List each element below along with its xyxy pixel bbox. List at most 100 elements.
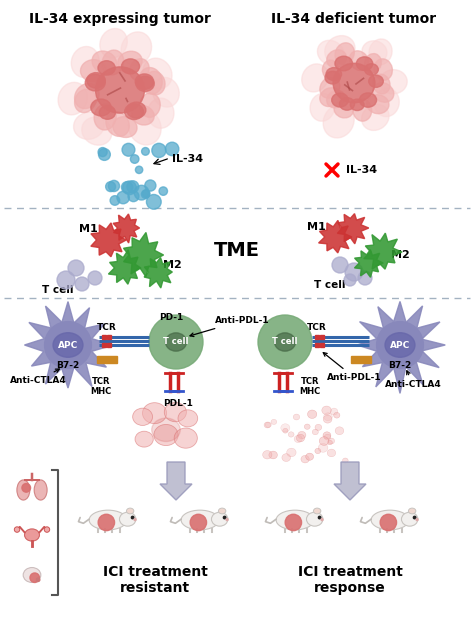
Circle shape: [321, 519, 323, 521]
Ellipse shape: [154, 425, 178, 445]
Ellipse shape: [119, 512, 136, 526]
Circle shape: [57, 271, 75, 289]
Text: IL-34 expressing tumor: IL-34 expressing tumor: [29, 12, 211, 26]
Circle shape: [319, 516, 321, 519]
Ellipse shape: [265, 422, 271, 428]
Circle shape: [226, 519, 228, 521]
Ellipse shape: [374, 89, 399, 117]
Ellipse shape: [315, 448, 321, 453]
Text: IL-34 deficient tumor: IL-34 deficient tumor: [272, 12, 437, 26]
Circle shape: [22, 484, 30, 492]
Circle shape: [142, 148, 149, 155]
Ellipse shape: [102, 50, 124, 75]
Bar: [107, 335, 111, 339]
Text: M1: M1: [307, 222, 325, 232]
Ellipse shape: [320, 88, 341, 107]
Text: MHC: MHC: [91, 386, 111, 396]
Circle shape: [134, 519, 136, 521]
Ellipse shape: [74, 89, 96, 112]
Ellipse shape: [312, 429, 319, 435]
Ellipse shape: [380, 70, 407, 94]
Ellipse shape: [94, 104, 116, 130]
Ellipse shape: [313, 508, 321, 514]
Text: T cell: T cell: [163, 337, 189, 347]
Ellipse shape: [322, 406, 331, 414]
Text: M2: M2: [391, 250, 410, 260]
Circle shape: [413, 516, 416, 519]
Ellipse shape: [308, 410, 317, 418]
Text: MHC: MHC: [300, 386, 320, 396]
Ellipse shape: [153, 77, 179, 107]
Ellipse shape: [293, 414, 300, 420]
Bar: [107, 343, 111, 347]
Ellipse shape: [113, 117, 137, 138]
Ellipse shape: [298, 431, 306, 439]
Ellipse shape: [281, 424, 290, 432]
Circle shape: [123, 181, 137, 195]
Ellipse shape: [327, 90, 345, 108]
Ellipse shape: [304, 424, 310, 430]
Circle shape: [377, 322, 423, 369]
Ellipse shape: [143, 58, 172, 89]
Text: T cell: T cell: [272, 337, 298, 347]
Circle shape: [99, 149, 110, 160]
Text: B7-2: B7-2: [56, 360, 80, 369]
Ellipse shape: [71, 46, 99, 77]
Ellipse shape: [369, 39, 392, 65]
Circle shape: [358, 271, 372, 285]
Ellipse shape: [99, 106, 116, 119]
Ellipse shape: [296, 435, 305, 442]
Polygon shape: [337, 214, 369, 244]
Ellipse shape: [327, 50, 346, 68]
Ellipse shape: [81, 60, 106, 82]
Ellipse shape: [127, 102, 146, 118]
Circle shape: [14, 527, 20, 533]
Ellipse shape: [325, 71, 340, 84]
Ellipse shape: [350, 99, 364, 111]
Ellipse shape: [353, 99, 372, 121]
Text: M2: M2: [163, 260, 182, 270]
Ellipse shape: [282, 453, 291, 462]
Ellipse shape: [335, 43, 354, 65]
Polygon shape: [160, 462, 192, 500]
Ellipse shape: [373, 74, 390, 94]
Text: APC: APC: [390, 340, 410, 350]
Ellipse shape: [165, 333, 187, 351]
Circle shape: [145, 180, 156, 191]
Ellipse shape: [373, 83, 394, 102]
Ellipse shape: [322, 60, 338, 79]
Circle shape: [127, 181, 139, 193]
Ellipse shape: [365, 63, 378, 75]
Polygon shape: [113, 214, 139, 243]
Circle shape: [380, 514, 397, 531]
Text: IL-34: IL-34: [346, 165, 377, 175]
Circle shape: [136, 166, 143, 173]
Ellipse shape: [318, 443, 328, 452]
Circle shape: [121, 181, 133, 193]
Ellipse shape: [58, 82, 88, 115]
Ellipse shape: [356, 57, 373, 70]
Ellipse shape: [287, 448, 296, 457]
Ellipse shape: [96, 67, 145, 113]
Polygon shape: [357, 301, 445, 393]
Ellipse shape: [333, 63, 375, 103]
Polygon shape: [334, 462, 366, 500]
Ellipse shape: [129, 58, 149, 80]
Ellipse shape: [401, 512, 418, 526]
Polygon shape: [364, 233, 402, 269]
Ellipse shape: [349, 51, 369, 70]
Text: Anti-PDL-1: Anti-PDL-1: [323, 352, 382, 382]
Ellipse shape: [306, 453, 314, 460]
Ellipse shape: [318, 40, 344, 65]
Ellipse shape: [365, 53, 381, 73]
Circle shape: [141, 190, 150, 198]
Polygon shape: [355, 249, 383, 278]
Text: TCR: TCR: [307, 323, 327, 332]
Ellipse shape: [128, 109, 161, 145]
Circle shape: [152, 143, 166, 158]
Circle shape: [345, 263, 363, 281]
Ellipse shape: [362, 104, 389, 131]
Ellipse shape: [174, 428, 197, 448]
Ellipse shape: [339, 97, 355, 110]
Ellipse shape: [271, 420, 277, 425]
